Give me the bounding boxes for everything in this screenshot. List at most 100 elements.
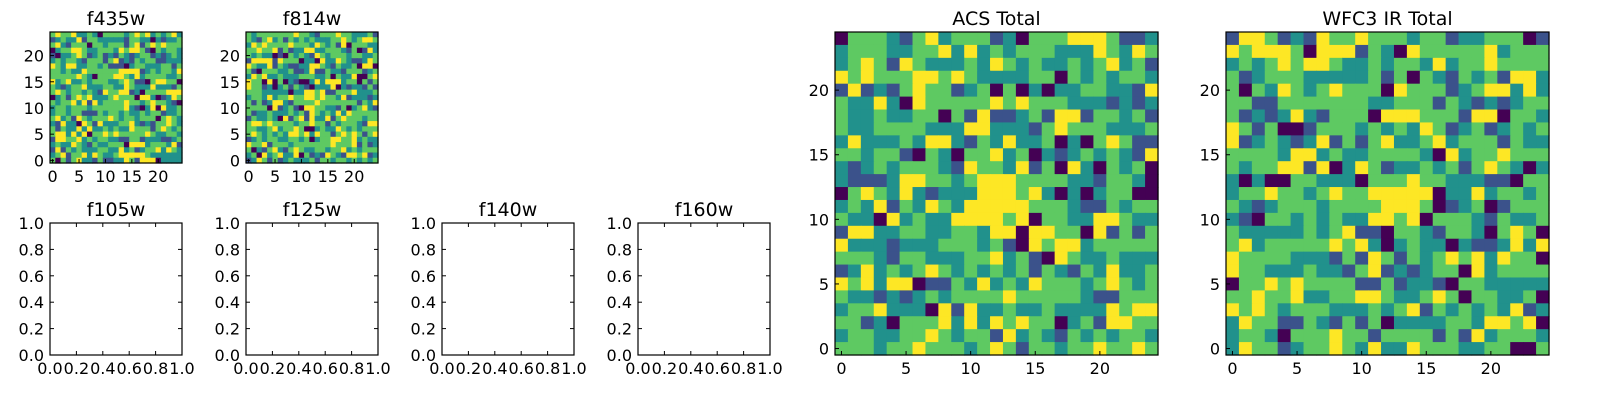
- heatmap-cell: [351, 42, 358, 49]
- heatmap-cell: [1523, 32, 1537, 46]
- heatmap-cell: [886, 109, 901, 124]
- heatmap-cell: [251, 58, 258, 65]
- heatmap-cell: [1393, 44, 1408, 59]
- axes-frame: [637, 222, 771, 356]
- y-tick-label: 5: [1210, 275, 1220, 294]
- heatmap-cell: [1303, 199, 1318, 214]
- heatmap-cell: [356, 157, 363, 164]
- heatmap-cell: [282, 94, 289, 101]
- heatmap-cell: [256, 37, 263, 44]
- heatmap-cell: [964, 32, 978, 46]
- heatmap-cell: [1145, 199, 1159, 214]
- heatmap-cell: [155, 152, 162, 159]
- heatmap-cell: [272, 126, 279, 133]
- heatmap-cell: [1406, 135, 1421, 149]
- heatmap-cell: [1432, 238, 1447, 253]
- heatmap-cell: [319, 42, 326, 49]
- heatmap-cell: [1484, 277, 1498, 291]
- panel-title: f140w: [479, 199, 538, 221]
- heatmap-cell: [899, 290, 914, 304]
- heatmap-cell: [1080, 57, 1094, 72]
- heatmap-cell: [86, 100, 93, 106]
- heatmap-cell: [1067, 96, 1082, 111]
- heatmap-cell: [351, 94, 358, 101]
- heatmap-cell: [155, 47, 162, 54]
- heatmap-cell: [835, 225, 849, 240]
- heatmap-cell: [860, 238, 875, 253]
- heatmap-cell: [171, 89, 178, 96]
- heatmap-cell: [873, 251, 888, 266]
- heatmap-cell: [1432, 57, 1447, 72]
- heatmap-cell: [1355, 83, 1369, 98]
- heatmap-cell: [990, 109, 1004, 124]
- heatmap-cell: [314, 68, 321, 75]
- heatmap-cell: [351, 126, 358, 133]
- heatmap-cell: [1355, 264, 1369, 279]
- heatmap-cell: [113, 52, 120, 59]
- heatmap-cell: [346, 84, 353, 91]
- heatmap-cell: [1238, 109, 1253, 124]
- heatmap-cell: [256, 84, 263, 91]
- heatmap-cell: [298, 126, 305, 133]
- heatmap-cell: [990, 148, 1004, 162]
- heatmap-cell: [325, 94, 332, 101]
- heatmap-cell: [1342, 109, 1356, 124]
- x-tick-label: 10: [960, 359, 980, 378]
- heatmap-cell: [1510, 316, 1524, 330]
- heatmap-cell: [293, 37, 300, 44]
- heatmap-cell: [351, 63, 358, 70]
- heatmap-cell: [129, 58, 136, 65]
- heatmap-cell: [288, 152, 295, 159]
- heatmap-cell: [1290, 264, 1305, 279]
- heatmap-cell: [1028, 199, 1043, 214]
- heatmap-cell: [60, 100, 67, 106]
- heatmap-cells: [835, 32, 1159, 356]
- heatmap-cell: [951, 277, 965, 291]
- heatmap-cell: [1316, 238, 1330, 253]
- heatmap-cell: [330, 94, 337, 101]
- y-tick-label: 0.2: [215, 320, 240, 339]
- heatmap-cell: [50, 126, 56, 133]
- heatmap-cell: [145, 142, 151, 148]
- heatmap-cell: [150, 126, 157, 133]
- heatmap-cell: [134, 68, 141, 75]
- heatmap-cell: [367, 131, 374, 138]
- heatmap-cell: [1093, 238, 1107, 253]
- heatmap-cell: [1264, 290, 1279, 304]
- heatmap-cell: [282, 84, 289, 91]
- heatmap-cell: [912, 57, 927, 72]
- heatmap-cell: [938, 70, 952, 85]
- heatmap-cell: [1419, 238, 1434, 253]
- heatmap-cell: [139, 131, 146, 138]
- axes-frame: [1225, 31, 1550, 356]
- heatmap-cell: [246, 142, 252, 148]
- heatmap-cell: [873, 32, 888, 46]
- y-tick-label: 15: [1200, 146, 1220, 165]
- heatmap-cell: [1510, 212, 1524, 227]
- heatmap-cell: [1316, 161, 1330, 175]
- heatmap-cell: [335, 110, 342, 117]
- heatmap-cell: [873, 83, 888, 98]
- heatmap-cell: [272, 89, 279, 96]
- heatmap-cell: [977, 238, 991, 253]
- heatmap-cell: [293, 42, 300, 49]
- heatmap-cell: [246, 63, 252, 70]
- heatmap-cell: [1093, 225, 1107, 240]
- heatmap-cell: [282, 52, 289, 59]
- heatmap-cell: [1471, 174, 1485, 188]
- heatmap-cell: [50, 152, 56, 159]
- heatmap-cell: [1368, 251, 1382, 266]
- heatmap-cell: [325, 126, 332, 133]
- heatmap-cell: [123, 126, 130, 133]
- heatmap-cell: [1145, 277, 1159, 291]
- heatmap-cell: [293, 147, 300, 154]
- heatmap-cell: [1355, 238, 1369, 253]
- heatmap-cell: [298, 131, 305, 138]
- heatmap-cell: [1355, 148, 1369, 162]
- heatmap-cell: [990, 122, 1004, 136]
- heatmap-cell: [1002, 135, 1017, 149]
- heatmap-cell: [1067, 148, 1082, 162]
- heatmap-cell: [1368, 277, 1382, 291]
- heatmap-cell: [1002, 264, 1017, 279]
- heatmap-cell: [938, 57, 952, 72]
